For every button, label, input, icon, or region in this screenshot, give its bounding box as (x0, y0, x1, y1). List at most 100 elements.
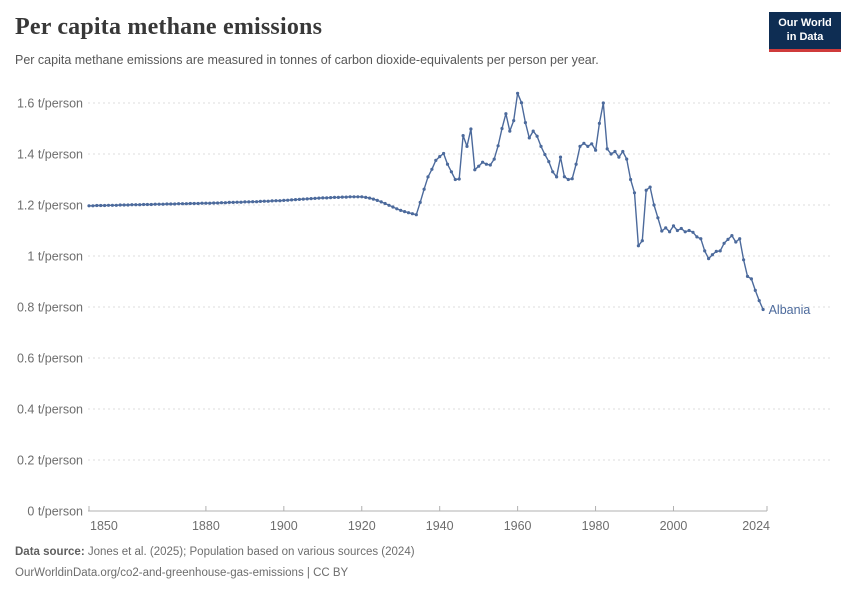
data-point[interactable] (278, 199, 282, 203)
data-point[interactable] (749, 277, 754, 281)
data-point[interactable] (426, 175, 430, 179)
data-point[interactable] (745, 274, 750, 278)
data-point[interactable] (180, 202, 185, 206)
data-point[interactable] (169, 202, 173, 206)
data-point[interactable] (613, 149, 617, 154)
data-point[interactable] (313, 196, 317, 200)
data-point[interactable] (406, 211, 411, 215)
data-point[interactable] (558, 155, 563, 159)
data-point[interactable] (395, 207, 399, 211)
data-point[interactable] (360, 195, 364, 199)
data-point[interactable] (126, 203, 130, 207)
data-point[interactable] (718, 249, 722, 253)
data-point[interactable] (562, 175, 567, 179)
data-point[interactable] (410, 212, 414, 216)
data-point[interactable] (364, 195, 368, 199)
data-point[interactable] (95, 203, 99, 208)
data-point[interactable] (219, 201, 224, 205)
data-point[interactable] (91, 204, 95, 208)
data-point[interactable] (348, 195, 352, 199)
data-point[interactable] (671, 224, 676, 228)
data-point[interactable] (523, 121, 528, 125)
data-point[interactable] (243, 200, 247, 204)
data-point[interactable] (317, 196, 321, 200)
data-point[interactable] (368, 196, 372, 200)
data-point[interactable] (270, 199, 274, 203)
data-point[interactable] (605, 147, 609, 151)
data-point[interactable] (379, 200, 383, 204)
data-point[interactable] (138, 203, 142, 207)
data-point[interactable] (617, 155, 621, 159)
data-point[interactable] (414, 213, 418, 217)
data-point[interactable] (262, 199, 266, 203)
data-point[interactable] (297, 197, 301, 201)
data-point[interactable] (332, 195, 337, 199)
data-point[interactable] (134, 203, 138, 207)
data-point[interactable] (570, 177, 574, 181)
data-point[interactable] (247, 200, 251, 204)
data-point[interactable] (231, 200, 235, 204)
data-point[interactable] (687, 228, 691, 233)
data-point[interactable] (640, 239, 644, 243)
data-point[interactable] (301, 197, 305, 201)
data-point[interactable] (305, 197, 309, 201)
data-point[interactable] (578, 144, 582, 148)
data-point[interactable] (106, 203, 111, 207)
data-point[interactable] (239, 200, 243, 204)
data-point[interactable] (329, 196, 333, 200)
data-point[interactable] (473, 168, 477, 172)
data-point[interactable] (192, 201, 196, 206)
data-point[interactable] (500, 126, 504, 131)
data-point[interactable] (531, 129, 535, 133)
data-point[interactable] (208, 201, 212, 205)
data-point[interactable] (184, 202, 188, 206)
data-point[interactable] (730, 234, 734, 238)
data-point[interactable] (457, 177, 461, 181)
data-point[interactable] (173, 202, 177, 206)
data-point[interactable] (391, 205, 395, 209)
data-point[interactable] (504, 112, 508, 116)
data-point[interactable] (707, 257, 711, 261)
data-point[interactable] (442, 151, 446, 156)
data-point[interactable] (679, 226, 683, 231)
data-point[interactable] (484, 162, 488, 166)
data-point[interactable] (738, 237, 742, 241)
data-point[interactable] (165, 202, 169, 206)
data-point[interactable] (321, 196, 325, 200)
data-point[interactable] (714, 249, 718, 253)
owid-logo[interactable]: Our World in Data (769, 12, 841, 52)
data-point[interactable] (216, 201, 220, 205)
data-point[interactable] (551, 170, 555, 174)
data-point[interactable] (344, 195, 348, 199)
data-point[interactable] (753, 288, 757, 292)
data-point[interactable] (586, 144, 590, 148)
data-point[interactable] (235, 200, 239, 204)
data-point[interactable] (648, 185, 652, 189)
data-point[interactable] (555, 175, 559, 179)
data-point[interactable] (675, 228, 680, 233)
data-point[interactable] (204, 201, 208, 205)
data-point[interactable] (383, 201, 387, 206)
data-point[interactable] (582, 141, 586, 145)
data-point[interactable] (601, 101, 605, 105)
data-point[interactable] (496, 144, 500, 148)
series-line-albania[interactable] (88, 92, 764, 311)
data-point[interactable] (399, 208, 403, 212)
data-point[interactable] (99, 203, 103, 208)
data-point[interactable] (118, 203, 122, 207)
data-point[interactable] (161, 202, 165, 206)
data-point[interactable] (461, 134, 465, 138)
data-point[interactable] (547, 160, 551, 164)
data-point[interactable] (469, 127, 473, 131)
data-point[interactable] (742, 258, 746, 262)
data-point[interactable] (465, 144, 469, 148)
data-point[interactable] (652, 203, 656, 207)
data-point[interactable] (449, 170, 453, 174)
data-point[interactable] (539, 144, 543, 148)
data-point[interactable] (153, 202, 157, 206)
data-point[interactable] (293, 198, 298, 202)
data-point[interactable] (656, 216, 660, 220)
data-point[interactable] (757, 299, 761, 303)
data-point[interactable] (336, 195, 340, 199)
